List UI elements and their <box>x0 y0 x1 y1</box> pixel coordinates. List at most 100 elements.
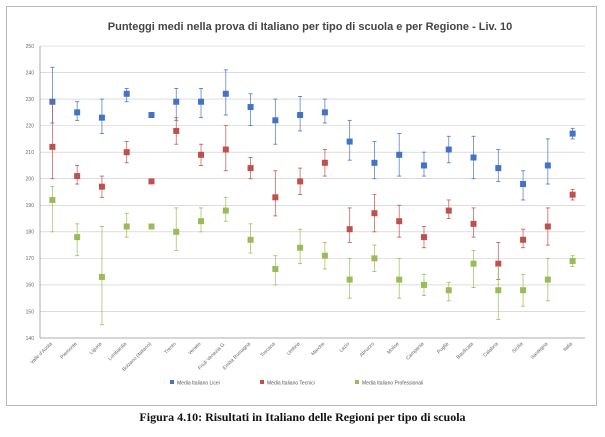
x-tick-label: Sicilia <box>511 341 525 355</box>
x-tick-label: Abruzzo <box>359 341 376 358</box>
figure-caption: Figura 4.10: Risultati in Italiano delle… <box>139 410 466 424</box>
x-tick-label: Marche <box>310 341 326 357</box>
x-tick-label: Veneto <box>187 341 202 356</box>
x-tick-label: Lombardia <box>107 341 128 362</box>
y-tick-label: 200 <box>26 177 35 183</box>
data-point <box>470 260 477 267</box>
data-point <box>74 109 81 116</box>
data-point <box>544 223 551 230</box>
data-point <box>321 109 328 116</box>
data-point <box>49 196 56 203</box>
data-point <box>247 104 254 111</box>
y-tick-label: 220 <box>26 123 35 129</box>
data-point <box>371 255 378 262</box>
data-point <box>346 138 353 145</box>
x-tick-label: Sardegna <box>530 341 550 361</box>
data-point <box>420 234 427 241</box>
data-point <box>297 112 304 119</box>
y-tick-label: 150 <box>26 309 35 315</box>
y-tick-label: 180 <box>26 230 35 236</box>
x-tick-label: Toscana <box>259 341 277 359</box>
y-tick-label: 190 <box>26 203 35 209</box>
legend-label: Media Italiano Professionali <box>362 381 423 387</box>
data-point <box>297 244 304 251</box>
y-tick-label: 140 <box>26 336 35 342</box>
data-point <box>222 207 229 214</box>
data-point <box>396 151 403 158</box>
x-tick-label: Piemonte <box>59 341 78 360</box>
y-tick-label: 210 <box>26 150 35 156</box>
y-tick-label: 160 <box>26 283 35 289</box>
data-point <box>420 162 427 169</box>
data-point <box>520 287 527 294</box>
x-tick-label: Puglia <box>436 341 450 355</box>
data-point <box>98 183 105 190</box>
data-point <box>148 223 155 230</box>
data-point <box>445 207 452 214</box>
data-point <box>445 287 452 294</box>
data-point <box>74 234 81 241</box>
data-point <box>520 236 527 243</box>
x-tick-label: Calabria <box>482 341 500 359</box>
data-point <box>247 236 254 243</box>
y-tick-label: 170 <box>26 256 35 262</box>
chart-title: Punteggi medi nella prova di Italiano pe… <box>108 21 512 33</box>
data-point <box>173 98 180 105</box>
x-tick-label: Valle d'Aosta <box>29 341 54 366</box>
x-tick-label: Lazio <box>338 341 351 354</box>
x-tick-label: Umbria <box>286 341 302 357</box>
legend-label: Media Italiano Licei <box>177 381 220 387</box>
data-point <box>495 260 502 267</box>
data-point <box>148 178 155 185</box>
data-point <box>371 210 378 217</box>
data-point <box>445 146 452 153</box>
data-point <box>198 98 205 105</box>
legend-marker <box>170 380 174 384</box>
data-point <box>396 218 403 225</box>
data-point <box>544 276 551 283</box>
data-point <box>569 191 576 198</box>
x-tick-label: Italia <box>562 341 574 353</box>
data-point <box>98 114 105 121</box>
data-point <box>321 252 328 259</box>
y-tick-label: 250 <box>26 44 35 50</box>
x-tick-label: Trento <box>163 341 177 355</box>
data-point <box>346 276 353 283</box>
data-point <box>470 220 477 227</box>
data-point <box>148 112 155 119</box>
data-point <box>198 218 205 225</box>
data-point <box>569 258 576 265</box>
data-point <box>346 226 353 233</box>
y-tick-label: 240 <box>26 70 35 76</box>
data-point <box>569 130 576 137</box>
data-point <box>173 228 180 235</box>
data-point <box>396 276 403 283</box>
data-point <box>272 117 279 124</box>
data-point <box>272 194 279 201</box>
data-point <box>123 223 130 230</box>
data-point <box>544 162 551 169</box>
data-point <box>520 181 527 188</box>
data-point <box>173 127 180 134</box>
data-point <box>495 287 502 294</box>
x-tick-label: Molise <box>386 341 401 356</box>
x-tick-label: Basilicata <box>456 341 476 361</box>
data-point <box>297 178 304 185</box>
data-point <box>222 90 229 97</box>
legend-marker <box>260 380 264 384</box>
data-point <box>198 151 205 158</box>
data-point <box>470 154 477 161</box>
legend-marker <box>355 380 359 384</box>
data-point <box>371 159 378 166</box>
x-tick-label: Campania <box>405 341 426 362</box>
data-point <box>222 146 229 153</box>
data-point <box>98 273 105 280</box>
data-point <box>49 143 56 150</box>
y-tick-label: 230 <box>26 97 35 103</box>
data-point <box>420 281 427 288</box>
data-point <box>272 265 279 272</box>
data-point <box>247 165 254 172</box>
data-point <box>123 90 130 97</box>
legend-label: Media Italiano Tecnici <box>267 381 315 387</box>
